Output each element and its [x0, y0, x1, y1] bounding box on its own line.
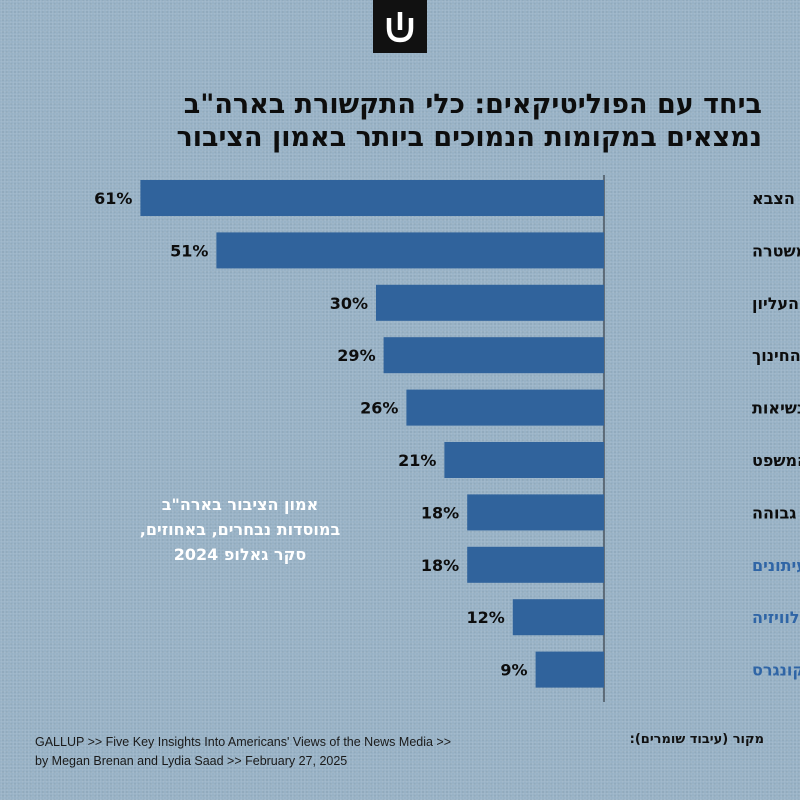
value-label: 9% [500, 661, 527, 680]
chart-title: ביחד עם הפוליטיקאים: כלי התקשורת בארה"ב … [62, 88, 762, 154]
category-label: מערכת החינוך [752, 346, 800, 365]
title-line-1: ביחד עם הפוליטיקאים: כלי התקשורת בארה"ב [183, 89, 762, 120]
category-label: בית המשפט העליון [752, 294, 800, 313]
category-label: בתי המשפט [752, 451, 800, 470]
bar [535, 651, 604, 688]
note-line-2: במוסדות נבחרים, באחוזים, [139, 520, 341, 539]
category-label: השכלה גבוהה [752, 503, 800, 522]
note-line-3: סקר גאלופ 2024 [173, 545, 307, 564]
title-line-2: נמצאים במקומות הנמוכים ביותר באמון הציבו… [176, 122, 762, 153]
note-line-1: אמון הציבור בארה"ב [161, 495, 319, 514]
source-credit: GALLUP >> Five Key Insights Into America… [35, 733, 451, 771]
value-label: 21% [398, 451, 436, 470]
value-label: 18% [421, 503, 459, 522]
category-label: עיתונים [752, 556, 800, 575]
bar [467, 494, 604, 531]
bar [216, 232, 604, 269]
bar [467, 546, 604, 583]
category-label: חדשות בטלוויזיה [752, 608, 800, 627]
source-line-1: GALLUP >> Five Key Insights Into America… [35, 735, 452, 749]
logo [373, 0, 427, 53]
bar [376, 284, 604, 321]
value-label: 30% [330, 294, 368, 313]
bar [140, 180, 604, 216]
category-label: המשטרה [752, 241, 800, 260]
shin-logo-icon [386, 12, 414, 43]
category-label: מוסד הנשיאות [752, 399, 800, 418]
bar [444, 442, 604, 478]
source-line-2: by Megan Brenan and Lydia Saad >> Februa… [35, 754, 348, 768]
value-label: 51% [170, 241, 208, 260]
value-label: 61% [94, 189, 132, 208]
bar [406, 389, 604, 426]
value-label: 29% [337, 346, 375, 365]
value-label: 18% [421, 556, 459, 575]
source-label: מקור (עיבוד שומרים): [629, 732, 764, 747]
value-label: 26% [360, 399, 398, 418]
bar [512, 599, 604, 636]
value-label: 12% [467, 608, 505, 627]
category-label: הקונגרס [752, 661, 800, 680]
category-label: הצבא [752, 189, 795, 208]
chart-note: אמון הציבור בארה"ב במוסדות נבחרים, באחוז… [130, 492, 350, 567]
bar [383, 337, 604, 374]
